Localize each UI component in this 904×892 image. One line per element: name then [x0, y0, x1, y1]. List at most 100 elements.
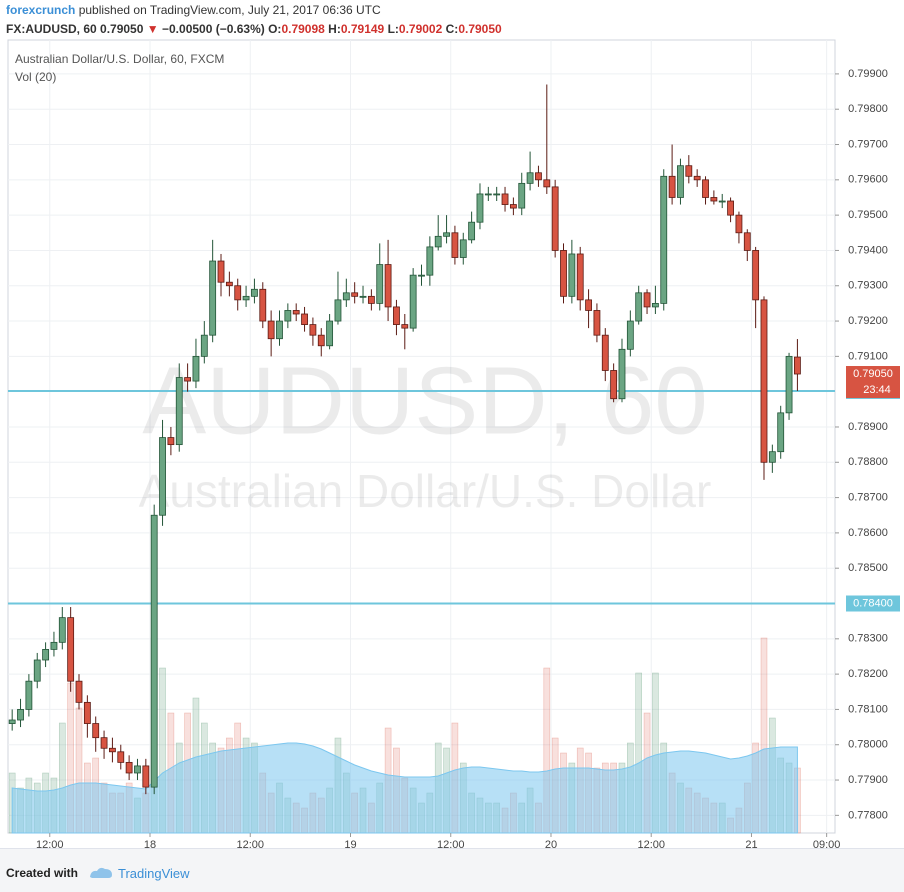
- candle-body: [576, 253, 584, 301]
- candle-body: [610, 370, 618, 400]
- candle-body: [67, 617, 75, 682]
- candle-body: [509, 204, 517, 209]
- created-with: Created with: [6, 866, 79, 880]
- brand-logo[interactable]: [88, 864, 114, 880]
- candle-body: [710, 197, 718, 202]
- candle-body: [192, 355, 200, 382]
- candle-body: [25, 680, 33, 710]
- y-tick-label: 0.79700: [848, 138, 888, 150]
- candle-body: [17, 709, 24, 721]
- candle-body: [276, 320, 283, 340]
- candle-body: [752, 250, 760, 301]
- last-price-label: 0.79050: [853, 368, 893, 380]
- candle-body: [259, 288, 267, 322]
- candle-body: [225, 281, 233, 287]
- candle-body: [426, 246, 434, 276]
- candle-body: [33, 659, 41, 682]
- y-tick-label: 0.78000: [848, 739, 888, 751]
- candle-body: [493, 193, 501, 196]
- candle-body: [50, 641, 58, 650]
- candle-body: [409, 274, 417, 329]
- candle-body: [75, 680, 83, 703]
- y-tick-label: 0.79100: [848, 350, 888, 362]
- candle-body: [159, 437, 166, 516]
- candle-body: [626, 320, 634, 350]
- h-key: H:: [328, 22, 341, 36]
- candle-body: [618, 348, 626, 400]
- y-tick-label: 0.78600: [848, 527, 888, 539]
- candle-body: [150, 514, 158, 788]
- level-tag: [846, 595, 900, 612]
- author[interactable]: forexcrunch: [6, 3, 76, 17]
- y-tick-label: 0.78100: [848, 703, 888, 715]
- last: 0.79050: [100, 22, 144, 36]
- x-tick-label: 19: [344, 839, 356, 851]
- candle-body: [83, 701, 91, 724]
- candle-body: [777, 412, 785, 453]
- candle-body: [418, 274, 425, 277]
- candle-body: [643, 292, 651, 308]
- candle-body: [292, 310, 300, 315]
- candle-body: [660, 175, 668, 304]
- candle-body: [184, 377, 192, 382]
- candle-body: [601, 334, 609, 371]
- candle-body: [760, 299, 768, 463]
- candle-body: [334, 299, 342, 322]
- candle-body: [476, 193, 484, 223]
- candle-body: [393, 306, 400, 325]
- candle-body: [109, 747, 116, 753]
- candle-body: [359, 295, 367, 298]
- candle-body: [309, 324, 317, 336]
- chart-title: Australian Dollar/U.S. Dollar, 60, FXCM: [15, 52, 224, 66]
- candle-body: [284, 310, 292, 322]
- candle-body: [535, 172, 542, 181]
- candle-body: [468, 221, 476, 241]
- o-key: O:: [268, 22, 282, 36]
- candle-body: [351, 292, 359, 297]
- candle-body: [727, 200, 734, 216]
- y-tick-label: 0.79300: [848, 280, 888, 292]
- candle-body: [735, 214, 743, 234]
- candle-body: [693, 175, 701, 181]
- candle-body: [376, 264, 384, 304]
- candle-body: [568, 253, 576, 297]
- candle-body: [142, 765, 150, 788]
- published: published on TradingView.com, July 21, 2…: [78, 3, 381, 17]
- candle-body: [342, 292, 350, 301]
- candle-body: [92, 723, 100, 739]
- candle-body: [100, 737, 108, 749]
- candle-body: [367, 295, 375, 304]
- x-tick-label: 12:00: [637, 839, 665, 851]
- countdown: 23:44: [863, 384, 891, 396]
- candle-body: [743, 232, 751, 251]
- brand[interactable]: TradingView: [118, 866, 190, 881]
- x-tick-label: 18: [144, 839, 156, 851]
- candle-body: [543, 179, 551, 188]
- y-tick-label: 0.78800: [848, 456, 888, 468]
- candle-body: [326, 320, 334, 347]
- x-tick-label: 12:00: [36, 839, 64, 851]
- candle-body: [551, 186, 559, 251]
- symbol: FX:AUDUSD, 60: [6, 22, 97, 36]
- candle-body: [200, 334, 208, 357]
- candle-body: [58, 617, 66, 643]
- candle-body: [242, 295, 250, 301]
- c-value: 0.79050: [458, 22, 502, 36]
- candle-body: [317, 334, 325, 347]
- header-line: forexcrunch published on TradingView.com…: [6, 3, 381, 17]
- change: −0.00500 (−0.63%): [162, 22, 265, 36]
- c-key: C:: [445, 22, 459, 36]
- candle-body: [651, 302, 659, 308]
- candle-body: [434, 235, 442, 248]
- y-tick-label: 0.79200: [848, 315, 888, 327]
- candle-body: [501, 193, 509, 205]
- candle-body: [785, 355, 793, 414]
- candle-body: [175, 377, 183, 446]
- candle-body: [234, 285, 242, 301]
- volume-ma-area: [11, 742, 798, 834]
- volume-title: Vol (20): [15, 70, 56, 84]
- x-tick-label: 09:00: [813, 839, 841, 851]
- candle-body: [301, 313, 308, 325]
- candle-body: [384, 264, 392, 308]
